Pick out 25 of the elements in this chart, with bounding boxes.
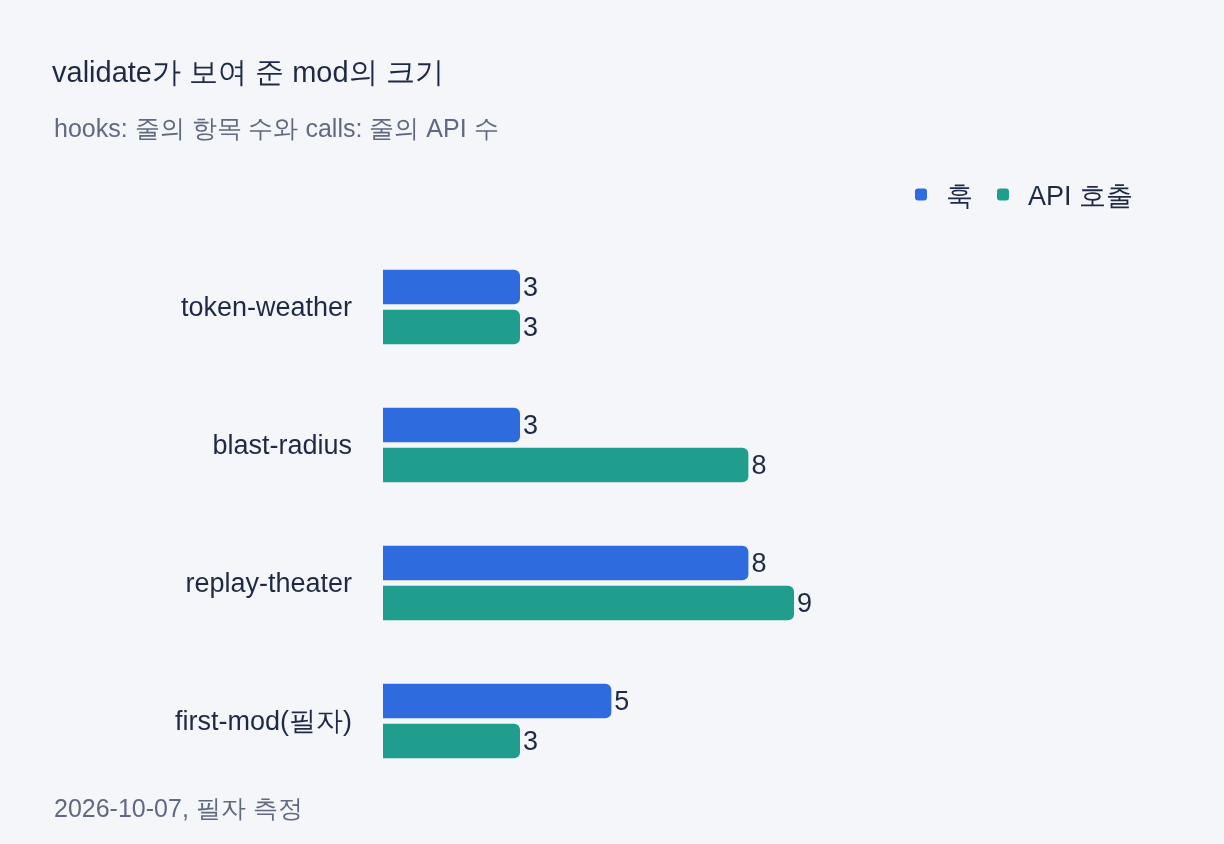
bar [383,545,749,581]
bar [383,407,521,443]
data-label: 3 [523,312,539,343]
bar [383,585,795,621]
data-label: 5 [614,685,630,716]
legend-label: API 호출 [1028,181,1134,212]
y-tick-label: blast-radius [212,430,352,461]
text: 2026-10-07, 필자 측정 [54,794,303,822]
bar [383,269,521,305]
chart-title: validate가 보여 준 mod의 크기 [52,56,444,89]
y-tick-label: first-mod(필자) [175,706,352,737]
legend-label: 훅 [946,181,973,212]
bar [383,447,749,483]
data-label: 8 [751,547,767,578]
data-label: 3 [523,726,539,757]
data-label: 3 [523,271,539,302]
chart-subtitle: hooks: 줄의 항목 수와 calls: 줄의 API 수 [54,114,499,142]
bar [383,309,521,345]
y-tick-label: token-weather [180,292,352,323]
data-label: 8 [751,450,767,481]
data-label: 3 [523,409,539,440]
bar [383,683,612,719]
y-tick-label: replay-theater [185,568,352,599]
data-label: 9 [797,588,813,619]
bar [383,723,521,759]
